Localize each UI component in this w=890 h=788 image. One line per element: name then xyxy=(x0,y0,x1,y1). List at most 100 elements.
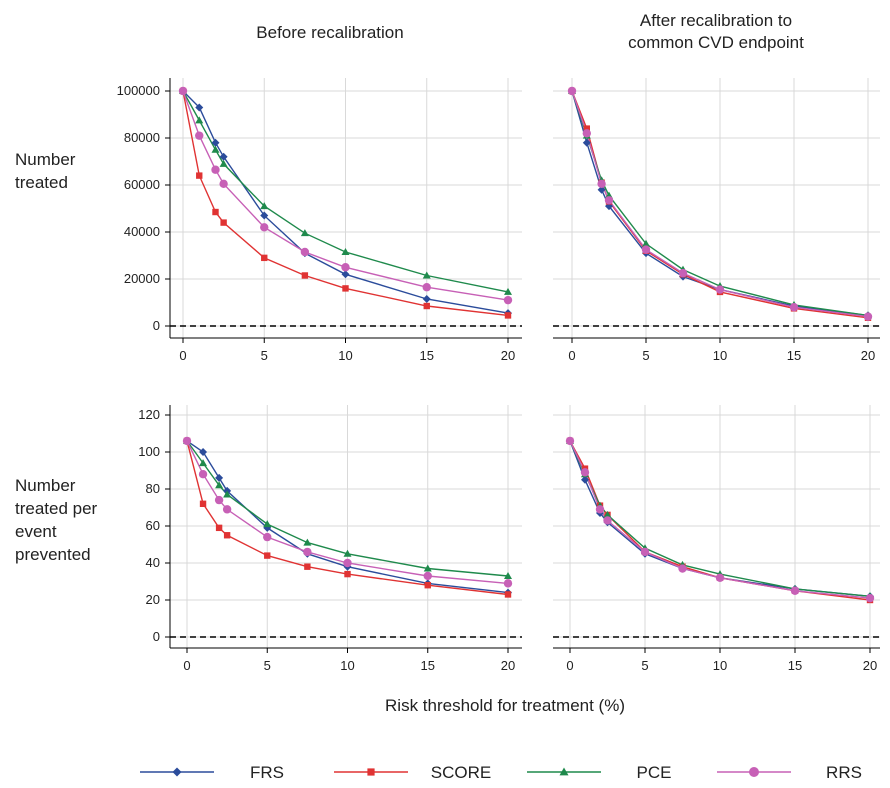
data-point-frs xyxy=(341,270,350,279)
data-point-pce xyxy=(199,459,208,467)
data-point-rrs xyxy=(503,579,513,588)
y-tick-label: 40 xyxy=(146,555,160,570)
y-tick-label: 20 xyxy=(146,592,160,607)
y-tick-label: 100000 xyxy=(117,83,160,98)
y-tick-label: 80 xyxy=(146,481,160,496)
y-tick-label: 120 xyxy=(138,407,160,422)
data-point-score xyxy=(212,208,219,216)
legend-marker-triangle xyxy=(559,767,569,776)
row-label-nnt-line: event xyxy=(15,522,57,541)
column-title-after-line: common CVD endpoint xyxy=(628,33,804,52)
legend-label: RRS xyxy=(826,763,862,782)
data-point-rrs xyxy=(219,179,228,189)
x-tick-label: 15 xyxy=(421,658,435,673)
data-point-rrs xyxy=(565,436,575,446)
data-point-pce xyxy=(343,549,352,557)
data-point-rrs xyxy=(640,547,650,557)
data-point-pce xyxy=(422,271,431,279)
data-point-score xyxy=(504,312,512,319)
x-axis-label: Risk threshold for treatment (%) xyxy=(385,696,625,715)
x-tick-label: 20 xyxy=(501,658,515,673)
data-point-rrs xyxy=(715,285,725,294)
panel-top-right xyxy=(553,78,880,343)
data-point-rrs xyxy=(580,468,590,477)
x-tick-label: 15 xyxy=(788,658,802,673)
data-point-rrs xyxy=(422,283,431,292)
data-point-rrs xyxy=(503,295,513,305)
x-tick-label: 0 xyxy=(568,348,575,363)
x-tick-label: 10 xyxy=(340,658,354,673)
legend-item-score: SCORE xyxy=(334,763,491,782)
x-tick-label: 5 xyxy=(261,348,268,363)
x-tick-label: 10 xyxy=(338,348,352,363)
x-tick-label: 15 xyxy=(420,348,434,363)
data-point-rrs xyxy=(198,470,208,479)
data-point-pce xyxy=(211,145,220,153)
x-tick-label: 10 xyxy=(713,348,727,363)
data-point-pce xyxy=(504,571,512,579)
data-point-rrs xyxy=(597,179,606,189)
data-point-frs xyxy=(597,185,606,194)
column-title-after-line: After recalibration to xyxy=(640,11,792,30)
data-point-rrs xyxy=(222,505,232,514)
data-point-pce xyxy=(263,520,272,528)
data-point-frs xyxy=(422,294,431,303)
data-point-score xyxy=(220,219,227,226)
data-point-frs xyxy=(581,475,589,484)
data-point-rrs xyxy=(678,564,687,573)
panel-bottom-left xyxy=(165,405,522,653)
data-point-rrs xyxy=(214,495,224,505)
data-point-score xyxy=(424,582,431,589)
y-tick-label: 20000 xyxy=(124,271,160,286)
legend-marker-square xyxy=(367,768,375,776)
data-point-score xyxy=(215,524,223,532)
data-point-pce xyxy=(219,159,228,167)
data-point-frs xyxy=(582,138,591,147)
data-point-rrs xyxy=(195,131,204,140)
y-tick-label: 40000 xyxy=(124,224,160,239)
data-point-pce xyxy=(504,287,512,295)
data-point-rrs xyxy=(641,245,651,254)
data-point-score xyxy=(504,591,512,598)
row-label-number-treated-line: treated xyxy=(15,173,68,192)
data-point-rrs xyxy=(790,586,800,595)
data-point-rrs xyxy=(595,505,605,514)
data-point-score xyxy=(342,285,349,292)
row-label-nnt-line: treated per xyxy=(15,499,98,518)
data-point-rrs xyxy=(567,86,577,96)
data-point-frs xyxy=(219,152,228,161)
legend-item-rrs: RRS xyxy=(717,763,862,782)
data-point-score xyxy=(261,254,268,262)
data-point-rrs xyxy=(715,573,725,582)
legend-item-frs: FRS xyxy=(140,763,284,782)
data-point-score xyxy=(423,302,430,310)
row-label-number-treated-line: Number xyxy=(15,150,76,169)
data-point-rrs xyxy=(341,263,350,272)
y-tick-label: 0 xyxy=(153,318,160,333)
data-point-frs xyxy=(215,473,224,482)
data-point-pce xyxy=(603,510,612,518)
legend-marker-circle xyxy=(749,767,759,777)
data-point-pce xyxy=(260,202,269,210)
panel-top-left xyxy=(165,78,522,343)
x-tick-label: 0 xyxy=(179,348,186,363)
x-tick-label: 20 xyxy=(501,348,515,363)
y-tick-label: 80000 xyxy=(124,130,160,145)
data-point-rrs xyxy=(863,312,873,321)
data-point-score xyxy=(344,570,351,578)
data-point-rrs xyxy=(789,303,799,312)
data-point-rrs xyxy=(423,571,432,581)
data-point-score xyxy=(304,563,311,570)
data-point-score xyxy=(301,272,309,279)
x-tick-label: 5 xyxy=(641,658,648,673)
data-point-rrs xyxy=(211,165,220,174)
x-tick-label: 5 xyxy=(264,658,271,673)
data-point-rrs xyxy=(865,593,875,603)
legend-marker-diamond xyxy=(172,767,182,777)
data-point-pce xyxy=(423,564,432,572)
data-point-rrs xyxy=(603,516,612,525)
x-tick-label: 10 xyxy=(713,658,727,673)
data-point-pce xyxy=(642,239,650,247)
